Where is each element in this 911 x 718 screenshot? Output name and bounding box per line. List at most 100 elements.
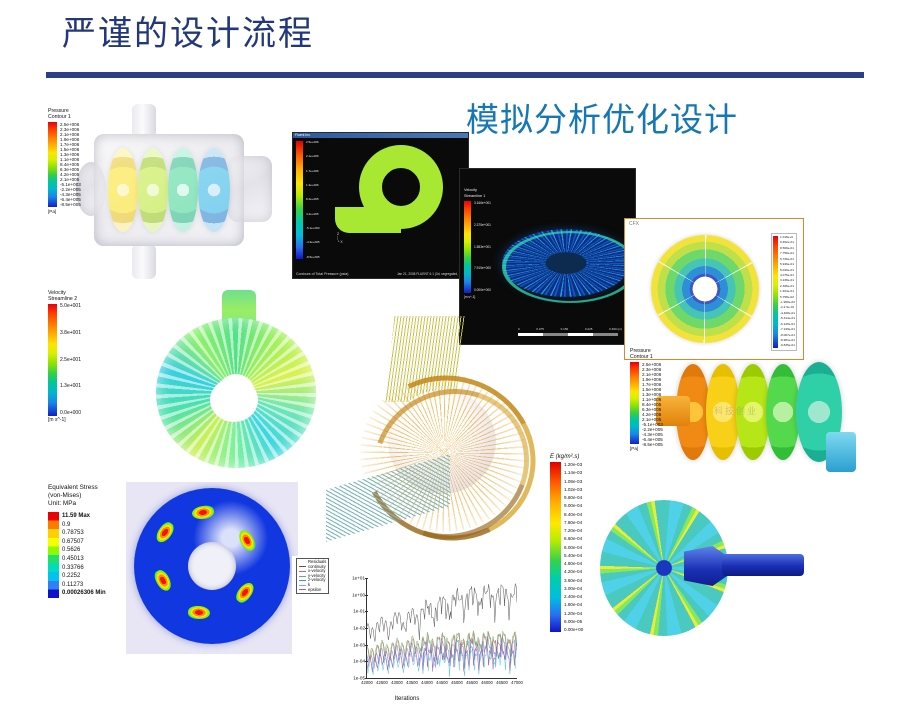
legend-pressure-contour-1: Pressure Contour 1 2.5e+006 2.3e+006 2.1… <box>48 108 108 214</box>
residual-plot-area: 1e+01 1e+00 1e-01 1e-02 1e-03 1e-04 1e-0… <box>352 576 523 686</box>
pump-inlet-pipe <box>132 104 156 138</box>
legend-colorbar <box>48 304 57 416</box>
cfx-streamline-window: Velocity Streamline 1 3.166e+001 2.375e+… <box>459 168 638 345</box>
page-title: 严谨的设计流程 <box>62 14 314 54</box>
x-tick-label: 42500 <box>376 680 388 685</box>
pump-outlet-pipe <box>132 244 156 279</box>
axis-triad: Z │ └ X <box>337 232 343 244</box>
right-pump-shaft <box>656 396 690 426</box>
residual-legend: Residuals continuity x-velocity y-veloci… <box>296 558 330 595</box>
right-pump-outlet <box>826 432 856 472</box>
y-tick-label: 1e-02 <box>353 625 365 631</box>
impeller-hub-hole <box>188 542 236 590</box>
legend-title-row: Residuals <box>308 559 327 564</box>
cfx-label: CFX <box>629 221 639 227</box>
legend-title: Velocity Streamline 1 <box>464 188 486 198</box>
legend-ticks: 5.0e+001 3.8e+001 2.5e+001 1.3e+001 0.0e… <box>60 303 81 416</box>
y-tick-label: 1e-05 <box>353 675 365 681</box>
legend-ticks: 1.018e+0 9.452e-01 8.569e-01 7.758e-01 6… <box>780 235 795 348</box>
legend-velocity-streamline-2: Velocity Streamline 2 5.0e+001 3.8e+001 … <box>48 290 106 423</box>
erosion-impeller-figure <box>596 494 806 644</box>
x-tick-label: 46500 <box>496 680 508 685</box>
x-tick-label: 42000 <box>361 680 373 685</box>
fluent-colorbar-legend: 2.5e+006 2.1e+006 1.7e+006 1.3e+006 8.4e… <box>296 140 336 259</box>
legend-colorbar <box>48 122 57 207</box>
y-tick-label: 1e-04 <box>353 658 365 664</box>
legend-item-continuity: continuity <box>299 564 326 570</box>
x-tick-label: 45500 <box>466 680 478 685</box>
stress-impeller-figure <box>126 482 298 654</box>
x-tick-label: 45000 <box>451 680 463 685</box>
cfx-scale-bar <box>518 333 618 336</box>
cfx-scale-ticks: 0 0.075 0.150 0.225 0.300 (m) <box>518 327 622 331</box>
legend-unit: [m s^-1] <box>464 295 476 299</box>
fluent-volute-window: Fluent Inc. 2.5e+006 2.1e+006 1.7e+006 1… <box>292 132 469 279</box>
right-impeller-stage-2 <box>706 364 740 460</box>
legend-ticks: 2.5e+006 2.3e+006 2.1e+006 1.9e+006 1.7e… <box>642 362 663 447</box>
legend-rainbow-side: 1.018e+0 9.452e-01 8.569e-01 7.758e-01 6… <box>771 233 797 351</box>
x-tick-label: 47000 <box>511 680 523 685</box>
impeller-blade-outlines <box>651 235 759 343</box>
legend-ticks: 2.5e+006 2.1e+006 1.7e+006 1.3e+006 8.4e… <box>306 140 320 259</box>
volute-hub-hole <box>210 378 258 422</box>
legend-item-z-velocity: z-velocity <box>299 578 326 583</box>
legend-equivalent-stress: Equivalent Stress (von-Mises) Unit: MPa … <box>48 484 126 598</box>
legend-ticks: 1.20e-03 1.14e-03 1.08e-03 1.02e-03 9.60… <box>564 462 584 632</box>
page-subtitle: 模拟分析优化设计 <box>466 100 738 139</box>
legend-title: Pressure Contour 1 <box>630 348 653 360</box>
legend-erosion: E (kg/m².s) 1.20e-03 1.14e-03 1.08e-03 1… <box>550 454 604 632</box>
y-tick-label: 1e-03 <box>353 642 365 648</box>
pump-housing-glass <box>94 134 244 246</box>
x-tick-label: 43000 <box>391 680 403 685</box>
legend-velocity-streamline-1: Velocity Streamline 1 3.166e+001 2.375e+… <box>464 187 506 300</box>
legend-colorbar <box>48 512 59 598</box>
y-tick-label: 1e+00 <box>352 592 365 598</box>
window-titlebar[interactable]: Fluent Inc. <box>293 133 468 138</box>
legend-item-k: k <box>299 582 326 588</box>
residual-chart: Residuals continuity x-velocity y-veloci… <box>292 556 523 706</box>
volute-streamline-figure <box>148 290 328 470</box>
fluent-caption-right: Jan 21, 2008 FLUENT 6.1 (3d, segregated,… <box>397 272 465 276</box>
legend-pressure-contour-right: Pressure Contour 1 2.5e+006 2.3e+006 2.1… <box>630 348 686 451</box>
fluent-caption: Contours of Total Pressure (psia) <box>296 272 349 276</box>
x-tick-label: 44500 <box>436 680 448 685</box>
legend-colorbar <box>464 201 471 293</box>
legend-title: E (kg/m².s) <box>550 454 580 460</box>
legend-unit: [Pa] <box>630 446 639 451</box>
erosion-shaft <box>722 554 804 576</box>
legend-colorbar <box>296 141 303 259</box>
rainbow-impeller-window: CFX 1.018e+0 9.452e-01 8.569e-01 7.758e-… <box>624 218 804 360</box>
legend-unit: [Pa] <box>48 209 57 214</box>
multistage-pump-figure <box>48 104 288 279</box>
particle-track-figure <box>326 316 558 576</box>
volute-tail-geometry <box>335 207 401 233</box>
y-tick-label: 1e-01 <box>353 608 365 614</box>
legend-ticks: 2.5e+006 2.3e+006 2.1e+006 1.9e+006 1.7e… <box>60 122 81 207</box>
legend-unit: [m s^-1] <box>48 417 66 423</box>
legend-colorbar <box>550 462 561 632</box>
x-axis-label: Iterations <box>394 696 420 702</box>
legend-colorbar <box>630 362 639 444</box>
legend-title: Pressure Contour 1 <box>48 108 71 120</box>
legend-item-x-velocity: x-velocity <box>299 569 326 574</box>
legend-title: Velocity Streamline 2 <box>48 290 78 302</box>
particle-inner-ring <box>347 362 555 566</box>
title-divider <box>46 72 864 78</box>
legend-item-epsilon: epsilon <box>299 587 326 593</box>
legend-ticks: 11.59 Max 0.9 0.78753 0.67507 0.5626 0.4… <box>62 513 106 597</box>
right-impeller-stage-3 <box>736 364 770 460</box>
watermark: 科技创业 <box>714 407 759 417</box>
residual-lines <box>367 583 517 677</box>
x-tick-label: 44000 <box>421 680 433 685</box>
legend-colorbar <box>773 236 779 348</box>
x-tick-label: 43500 <box>406 680 418 685</box>
cfx-impeller-rim <box>502 230 638 304</box>
legend-item-y-velocity: y-velocity <box>299 573 326 579</box>
legend-ticks: 3.166e+001 2.375e+001 1.583e+001 7.915e+… <box>474 201 491 292</box>
y-tick-label: 1e+01 <box>352 575 365 581</box>
x-tick-label: 46000 <box>481 680 493 685</box>
right-impeller-stage-4 <box>766 364 800 460</box>
multistage-pump-right-figure: 科技创业 <box>656 352 871 472</box>
legend-title: Equivalent Stress (von-Mises) Unit: MPa <box>48 484 98 507</box>
